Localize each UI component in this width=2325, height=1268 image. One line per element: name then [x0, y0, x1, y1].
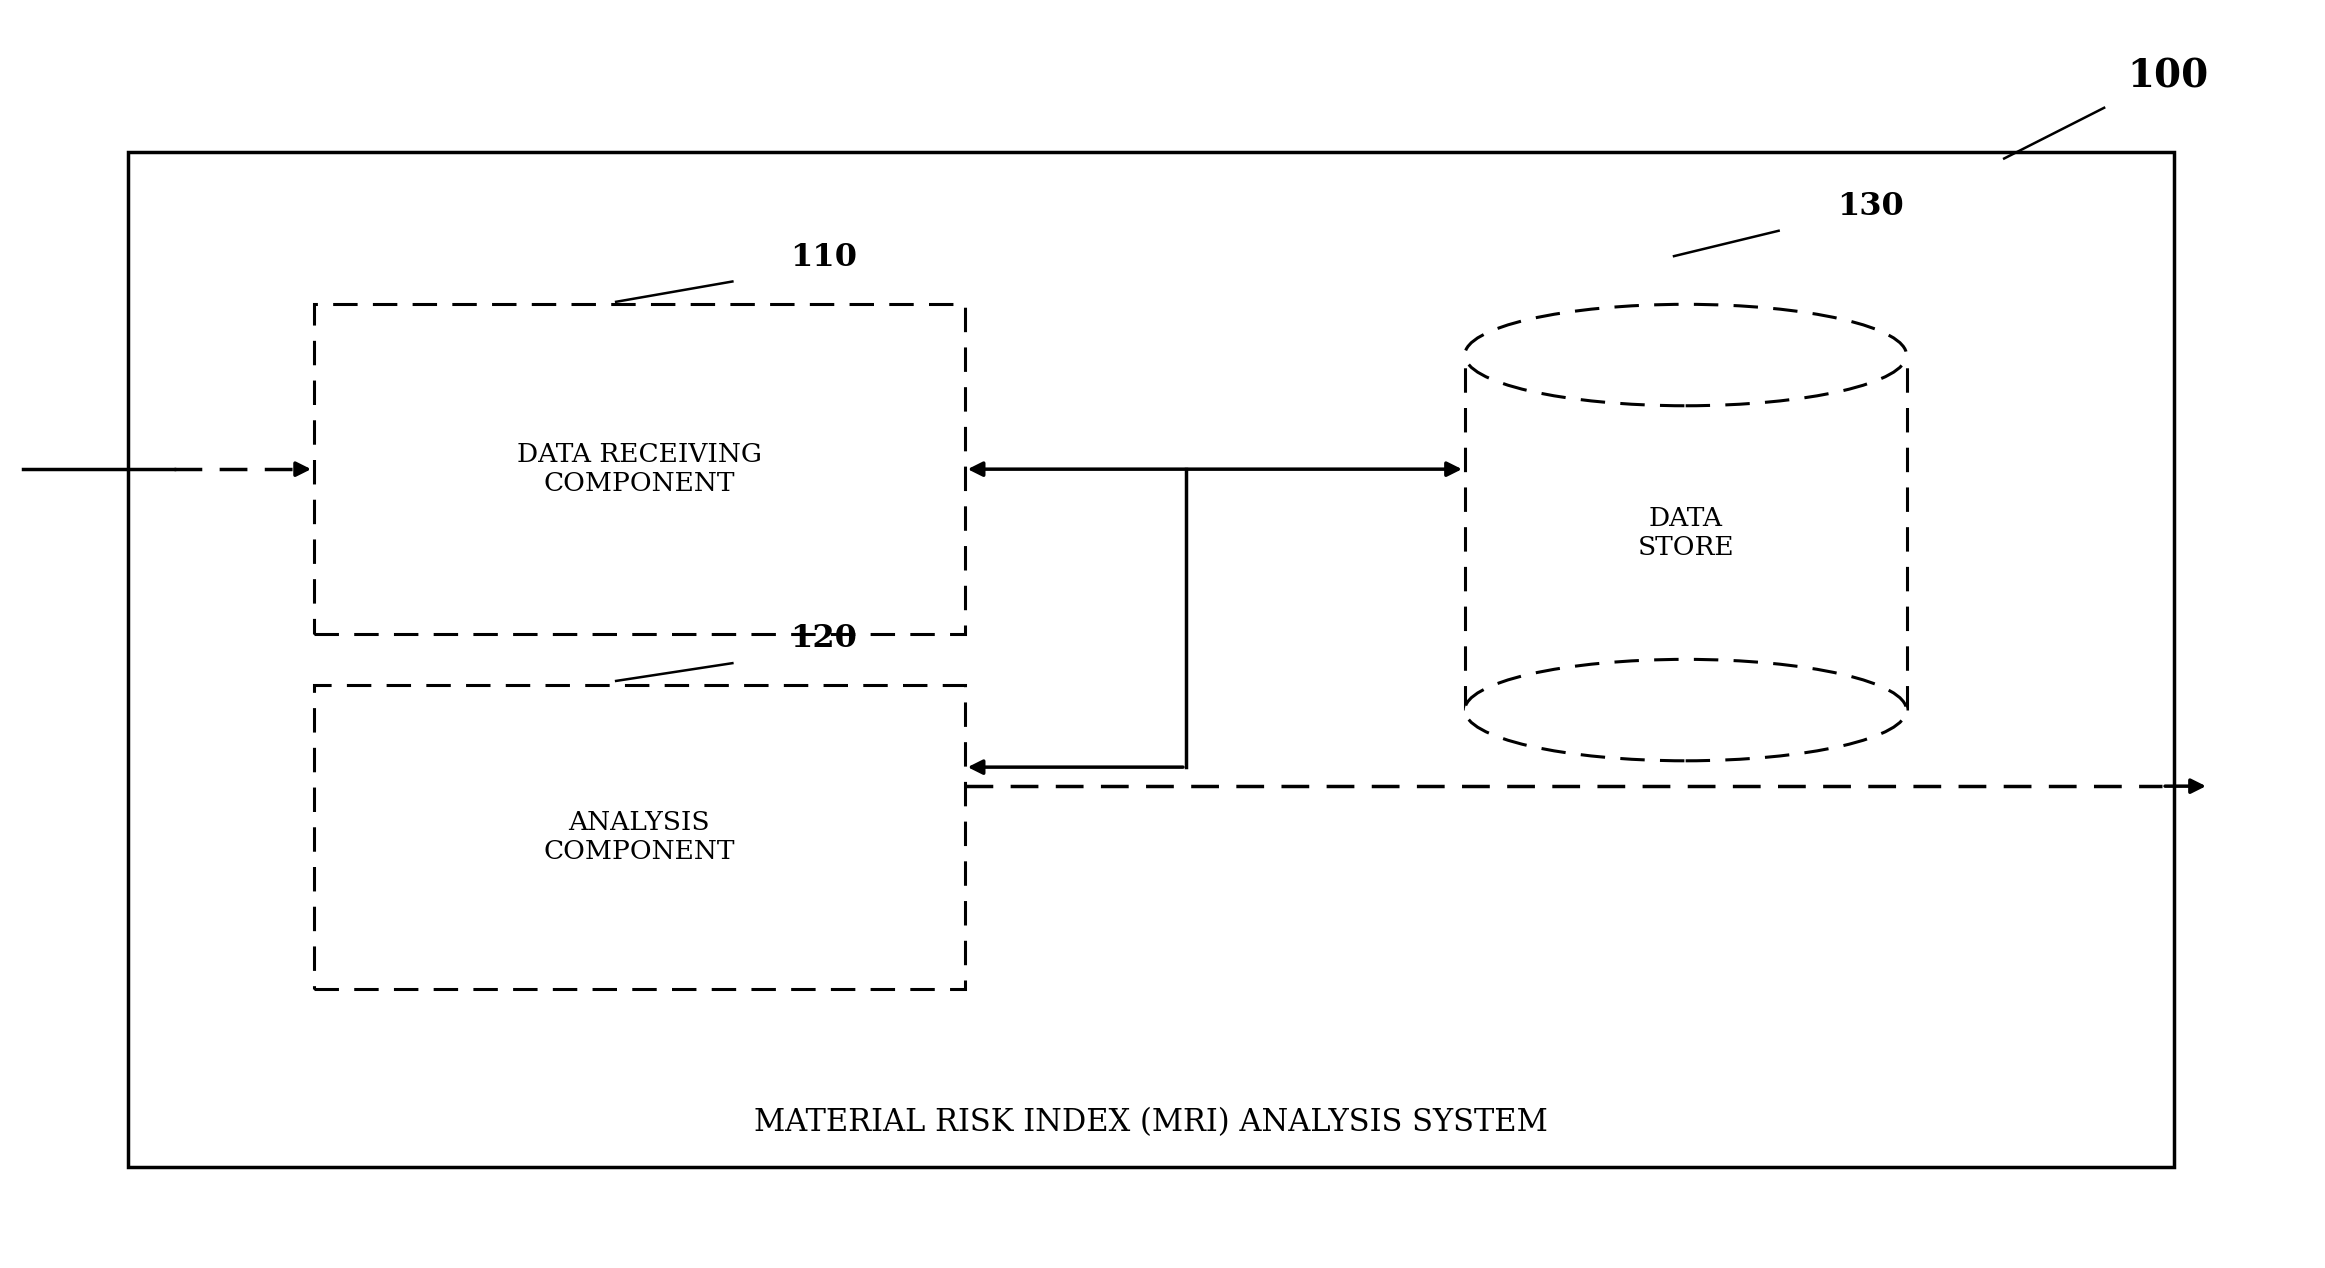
Ellipse shape [1465, 659, 1906, 761]
Bar [128, 152, 2174, 1167]
Text: 100: 100 [2127, 57, 2209, 95]
Text: 130: 130 [1837, 191, 1904, 222]
Text: DATA
STORE: DATA STORE [1637, 506, 1734, 559]
Text: MATERIAL RISK INDEX (MRI) ANALYSIS SYSTEM: MATERIAL RISK INDEX (MRI) ANALYSIS SYSTE… [753, 1107, 1548, 1137]
Bar [1465, 355, 1906, 710]
Text: 110: 110 [790, 242, 858, 273]
Text: ANALYSIS
COMPONENT: ANALYSIS COMPONENT [544, 810, 735, 864]
Text: DATA RECEIVING
COMPONENT: DATA RECEIVING COMPONENT [516, 443, 763, 496]
Bar [314, 304, 965, 634]
Ellipse shape [1465, 304, 1906, 406]
Bar [314, 685, 965, 989]
Text: 120: 120 [790, 624, 858, 654]
